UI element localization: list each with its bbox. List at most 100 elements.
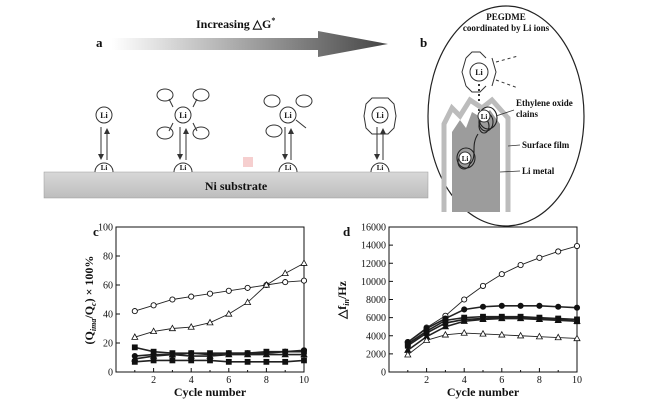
data-point (262, 350, 271, 358)
li-ion-top-label: Li (100, 111, 108, 120)
li-ion-mid: Li (477, 109, 491, 123)
series-line (407, 315, 578, 345)
data-point (573, 304, 581, 311)
x-tick-label: 2 (424, 375, 429, 386)
data-point (301, 357, 307, 364)
panel-a: a Increasing △G* Ni substrate LiLiLiLiLi… (43, 16, 429, 199)
x-tick-label: 8 (264, 375, 269, 386)
y-tick-label: 2000 (366, 349, 386, 360)
data-point (131, 358, 138, 365)
data-point (479, 282, 487, 289)
data-point (460, 329, 468, 336)
panel-b: b PEGDME coordinated by Li ions Li Li (420, 5, 585, 227)
li-ion-low: Li (458, 151, 472, 165)
data-point (554, 316, 562, 323)
data-point (131, 344, 138, 351)
chart-c-ylabel: (Qima/Qc) × 100% (82, 256, 98, 345)
x-tick-label: 2 (151, 375, 156, 386)
series-line (407, 332, 578, 356)
series-line (134, 359, 305, 363)
li-ion-top (279, 106, 297, 124)
li-ion-bottom-label: Li (377, 164, 384, 172)
ligand-ring (192, 126, 210, 140)
ligand-ring (192, 88, 210, 102)
data-point (535, 332, 544, 340)
series-line (407, 317, 578, 351)
data-point (168, 324, 177, 332)
data-point (188, 357, 195, 364)
top-complex: Li (461, 51, 519, 93)
li-metal-label: Li metal (522, 166, 555, 176)
data-point (263, 358, 270, 365)
coil-chains (456, 106, 498, 170)
li-ion-top-label: Li (284, 111, 292, 120)
data-point (441, 330, 450, 338)
svg-text:Li: Li (462, 155, 469, 163)
y-tick-label: 10000 (361, 277, 386, 288)
data-point (262, 280, 271, 288)
data-point (517, 302, 524, 309)
y-tick-label: 60 (103, 281, 113, 292)
li-ion-top-label: Li (376, 111, 384, 120)
li-ion-bottom (173, 162, 193, 173)
chart-d: 2 4 6 8 10 0 2000 4000 6000 8000 10000 12000 14000 16… (361, 223, 582, 387)
data-point (573, 334, 581, 342)
li-ion-top (95, 106, 113, 124)
data-point (225, 309, 233, 317)
data-point (244, 284, 251, 291)
data-point (498, 302, 505, 309)
data-point (300, 277, 308, 284)
data-point (150, 357, 157, 364)
data-point (243, 350, 252, 358)
ni-substrate (43, 171, 429, 199)
data-point (460, 317, 468, 324)
y-tick-label: 0 (381, 368, 386, 379)
series-line (134, 280, 305, 312)
x-tick-label: 6 (499, 375, 504, 386)
data-point (282, 358, 289, 365)
data-point (498, 330, 506, 338)
ethylene-label: Ethylene oxide (516, 98, 573, 108)
y-tick-label: 4000 (366, 331, 386, 342)
coordinated-label: coordinated by Li ions (463, 23, 550, 33)
data-point (461, 306, 468, 313)
data-point (244, 358, 251, 365)
x-tick-label: 8 (537, 375, 542, 386)
chart-d-xlabel: Cycle number (447, 385, 520, 399)
data-point (150, 302, 157, 309)
data-point (555, 248, 562, 255)
li-ion-bottom (94, 162, 114, 173)
series-line (407, 245, 578, 343)
chart-d-ylabel: △fin/Hz (335, 280, 351, 320)
data-point (168, 350, 177, 358)
surface-film-label: Surface film (522, 140, 570, 150)
series-line (407, 305, 578, 343)
data-point (281, 350, 289, 358)
data-point (422, 336, 431, 343)
li-ion-bottom-label: Li (180, 164, 187, 172)
li-ion-top (371, 106, 389, 124)
x-tick-label: 10 (572, 375, 582, 386)
data-point (281, 269, 289, 276)
data-point (225, 358, 232, 365)
data-point (206, 318, 214, 326)
data-point (535, 315, 544, 323)
data-point (225, 350, 233, 358)
data-point (404, 350, 412, 358)
x-tick-label: 4 (462, 375, 467, 386)
y-tick-label: 8000 (366, 295, 386, 306)
y-tick-label: 0 (108, 368, 113, 379)
y-tick-label: 100 (98, 223, 113, 234)
ion-column: Li Li (363, 97, 397, 173)
data-point (131, 333, 139, 340)
data-point (516, 314, 525, 322)
data-point (188, 293, 195, 300)
ion-column: Li Li (94, 106, 114, 173)
data-point (479, 303, 487, 310)
data-point (554, 333, 562, 341)
data-point (498, 271, 505, 278)
x-tick-label: 10 (299, 375, 309, 386)
surface-film (441, 96, 511, 212)
